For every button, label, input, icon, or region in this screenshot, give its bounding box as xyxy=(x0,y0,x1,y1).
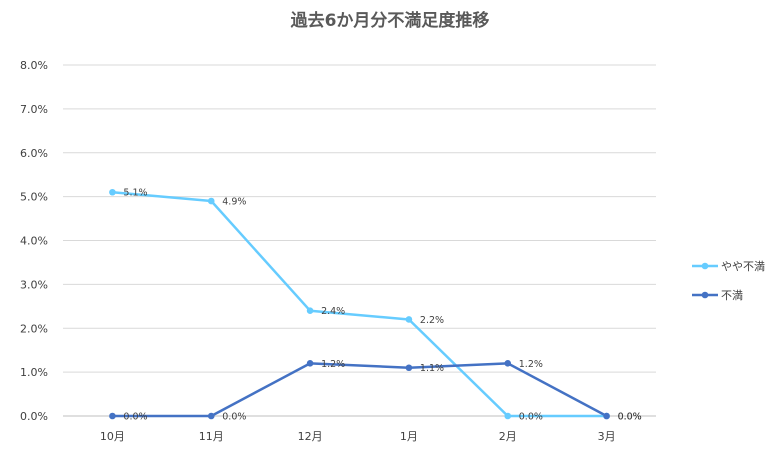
data-point xyxy=(207,197,215,205)
data-labels-group: 5.1% 4.9% 2.4% 2.2% 0.0% 0.0% 0.0% 0.0% 1.2% 1.1%… xyxy=(123,188,641,423)
data-label: 0.0% xyxy=(222,412,246,423)
x-tick-label: 2月 xyxy=(499,430,517,443)
x-tick-label: 10月 xyxy=(100,430,125,443)
data-label: 0.0% xyxy=(618,412,642,423)
series-line xyxy=(112,190,607,418)
data-point xyxy=(109,412,116,420)
y-tick-label: 5.0% xyxy=(20,191,48,204)
data-label: 1.2% xyxy=(321,359,345,370)
data-point xyxy=(306,360,314,367)
data-label: 4.9% xyxy=(222,197,246,208)
legend-marker xyxy=(701,262,709,270)
x-tick-label: 3月 xyxy=(598,430,616,443)
series-line xyxy=(112,362,608,418)
data-point xyxy=(603,412,610,420)
legend-label: やや不満 xyxy=(721,260,765,273)
y-tick-label: 2.0% xyxy=(20,322,48,335)
data-point xyxy=(207,412,215,420)
data-point xyxy=(109,188,116,196)
y-axis-ticks: 0.0% 1.0% 2.0% 3.0% 4.0% 5.0% 6.0% 7.0% 8.0% xyxy=(20,59,48,423)
data-label: 1.2% xyxy=(519,359,543,370)
data-label: 1.1% xyxy=(420,363,444,374)
x-tick-label: 11月 xyxy=(199,430,224,443)
x-tick-label: 12月 xyxy=(298,430,323,443)
y-tick-label: 6.0% xyxy=(20,147,48,160)
y-tick-label: 3.0% xyxy=(20,278,48,291)
x-axis-ticks: 10月 11月 12月 1月 2月 3月 xyxy=(100,430,616,443)
series-group xyxy=(109,188,610,420)
y-tick-label: 0.0% xyxy=(20,410,48,423)
data-point xyxy=(504,360,512,367)
data-label: 2.2% xyxy=(420,315,444,326)
data-point xyxy=(306,307,314,315)
y-tick-label: 1.0% xyxy=(20,366,48,379)
data-label: 0.0% xyxy=(618,412,642,423)
data-point xyxy=(405,364,413,372)
data-point xyxy=(504,412,512,420)
y-tick-label: 4.0% xyxy=(20,235,48,248)
data-label: 5.1% xyxy=(123,188,147,199)
chart-title: 過去6か月分不満足度推移 xyxy=(291,10,490,31)
x-tick-label: 1月 xyxy=(400,430,418,443)
y-tick-label: 8.0% xyxy=(20,59,48,72)
grid-lines xyxy=(63,64,656,417)
data-label: 2.4% xyxy=(321,306,345,317)
legend-label: 不満 xyxy=(721,289,743,302)
legend-marker xyxy=(701,291,709,299)
y-tick-label: 7.0% xyxy=(20,103,48,116)
data-label: 0.0% xyxy=(519,412,543,423)
data-label: 0.0% xyxy=(123,412,147,423)
data-point xyxy=(405,316,413,323)
